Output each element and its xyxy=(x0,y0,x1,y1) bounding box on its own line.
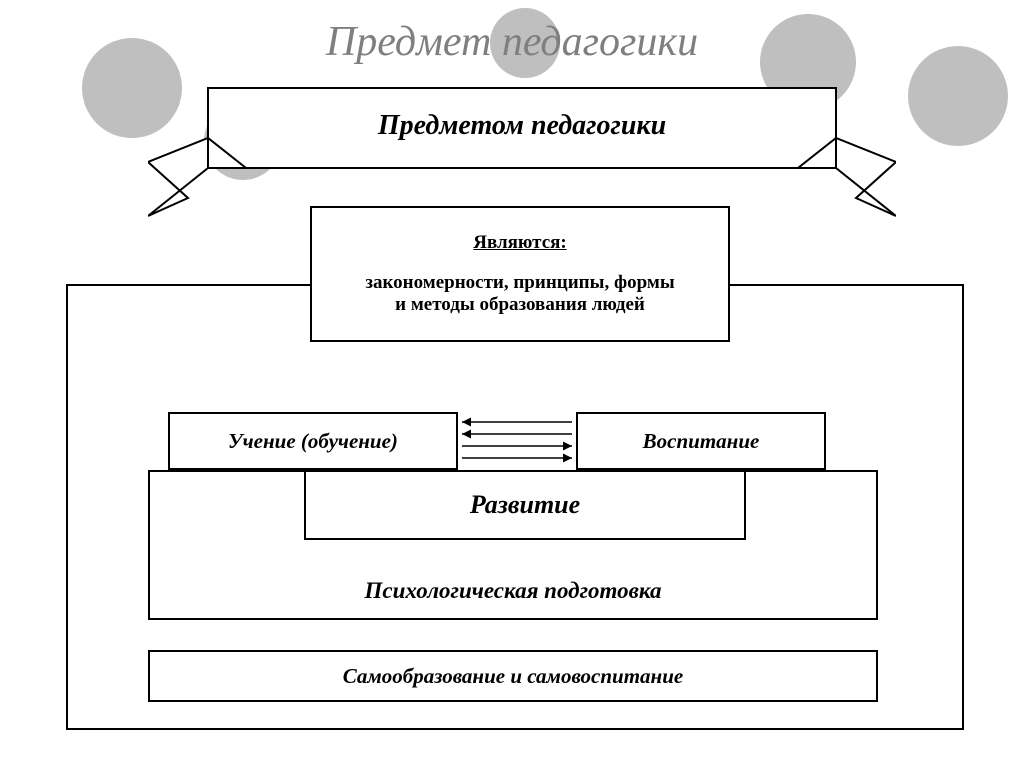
self-education-label: Самообразование и самовоспитание xyxy=(343,664,683,689)
development-box: Развитие xyxy=(304,470,746,540)
definition-desc-line2: и методы образования людей xyxy=(395,294,645,316)
page-title: Предмет педагогики xyxy=(0,18,1024,66)
learning-box: Учение (обучение) xyxy=(168,412,458,470)
definition-desc-line1: закономерности, принципы, формы xyxy=(365,272,674,294)
definition-box: Являются: закономерности, принципы, форм… xyxy=(310,206,730,342)
self-education-box: Самообразование и самовоспитание xyxy=(148,650,878,702)
upbringing-box: Воспитание xyxy=(576,412,826,470)
psychological-prep-label: Психологическая подготовка xyxy=(364,578,661,604)
banner-label: Предметом педагогики xyxy=(148,110,896,142)
bidirectional-arrows-icon xyxy=(458,414,576,468)
learning-label: Учение (обучение) xyxy=(228,429,398,454)
development-label: Развитие xyxy=(470,490,580,520)
definition-label: Являются: xyxy=(473,232,567,254)
upbringing-label: Воспитание xyxy=(643,429,760,454)
